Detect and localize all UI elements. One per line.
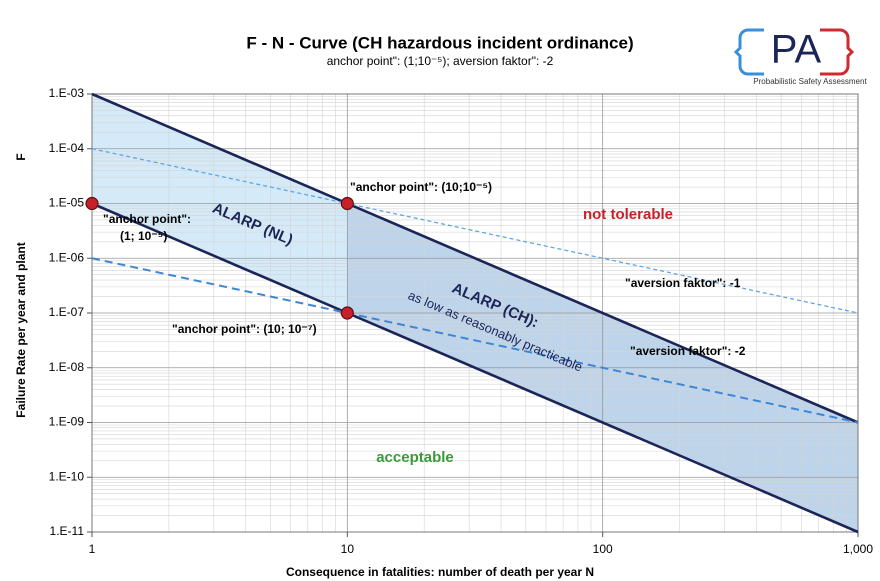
annotation: "anchor point": [103, 212, 191, 226]
chart-title: F - N - Curve (CH hazardous incident ord… [246, 33, 633, 52]
x-tick-label: 100 [593, 542, 613, 556]
x-tick-label: 10 [341, 542, 355, 556]
y-axis-symbol: F [14, 153, 28, 160]
x-tick-label: 1,000 [843, 542, 873, 556]
y-tick-label: 1.E-08 [49, 360, 85, 374]
x-tick-label: 1 [89, 542, 96, 556]
annotation: (1; 10⁻⁵) [120, 229, 167, 243]
annotation: not tolerable [583, 206, 673, 223]
y-tick-label: 1.E-05 [49, 196, 85, 210]
annotation: "aversion faktor": -2 [630, 344, 746, 358]
y-tick-label: 1.E-07 [49, 305, 85, 319]
logo-caption: Probabilistic Safety Assessment [753, 77, 867, 86]
y-tick-label: 1.E-04 [49, 141, 85, 155]
y-tick-label: 1.E-03 [49, 86, 85, 100]
logo-text: PA [771, 28, 822, 72]
annotation: "anchor point": (10;10⁻⁵) [350, 180, 492, 194]
annotation: "aversion faktor": -1 [625, 276, 741, 290]
y-tick-label: 1.E-09 [49, 415, 85, 429]
logo: PA Probabilistic Safety Assessment [733, 28, 867, 86]
annotation: "anchor point": (10; 10⁻⁷) [172, 322, 317, 336]
chart-subtitle: anchor point": (1;10⁻⁵); aversion faktor… [327, 54, 554, 68]
y-tick-label: 1.E-10 [49, 469, 85, 483]
x-axis-label: Consequence in fatalities: number of dea… [286, 565, 594, 579]
fn-line [91, 148, 859, 314]
logo-bracket [733, 28, 764, 76]
fn-line [91, 257, 859, 424]
anchor-point [340, 196, 354, 211]
y-axis-label: Failure Rate per year and plant [14, 242, 28, 417]
annotation: acceptable [376, 449, 454, 466]
y-tick-label: 1.E-06 [49, 250, 85, 264]
plot-area [91, 93, 859, 533]
fn-line [91, 92, 859, 424]
anchor-point [85, 196, 99, 211]
anchor-point [340, 306, 354, 320]
fn-line [91, 202, 859, 534]
logo-bracket [820, 28, 855, 76]
y-tick-label: 1.E-11 [50, 524, 85, 538]
